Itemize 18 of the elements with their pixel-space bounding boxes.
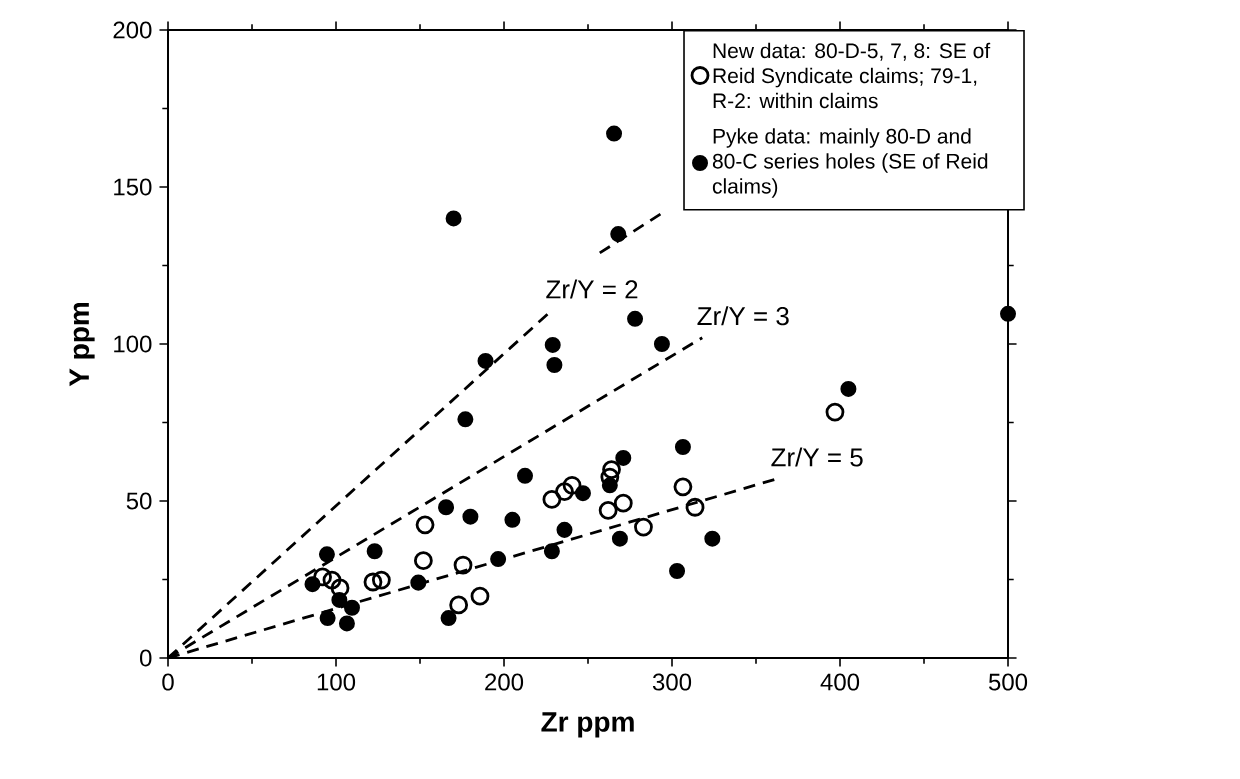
annotation: Zr/Y = 5 <box>771 447 863 467</box>
x-tick-label: 500 <box>988 673 1028 691</box>
x-tick-label: 300 <box>652 673 692 691</box>
legend-label: Pyke data: mainly 80-D and 80-C series holes (SE of Reid claims) <box>712 128 988 198</box>
x-tick-label: 0 <box>162 673 174 691</box>
y-tick-label: 150 <box>114 178 152 196</box>
y-tick-label: 200 <box>113 21 152 39</box>
y-tick-label: 50 <box>126 492 152 510</box>
y-tick-label: 0 <box>140 649 152 667</box>
x-axis-title: Zr ppm <box>541 712 634 738</box>
legend-label: New data: 80-D-5, 7, 8: SE of Reid Syndicate claims; 79-1, R-2: within claims <box>713 42 991 109</box>
annotation: Zr/Y = 3 <box>697 306 789 326</box>
x-tick-label: 200 <box>485 673 524 691</box>
y-axis-title: Y ppm <box>69 302 95 387</box>
y-tick-label: 100 <box>114 335 152 353</box>
x-tick-label: 100 <box>317 673 356 691</box>
x-tick-label: 400 <box>820 673 860 691</box>
annotation: Zr/Y = 2 <box>546 279 638 299</box>
